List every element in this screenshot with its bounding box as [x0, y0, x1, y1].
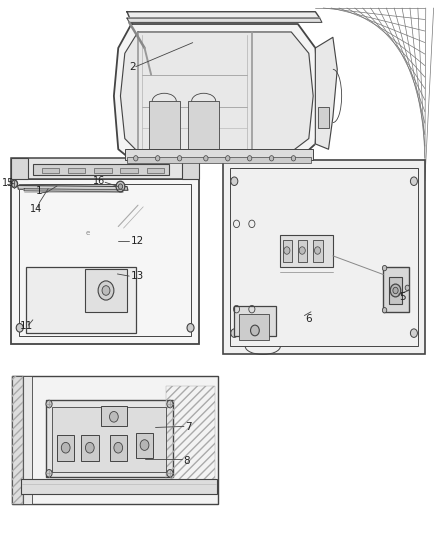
Bar: [11, 179, 199, 344]
Bar: [182, 158, 199, 179]
Bar: [383, 266, 409, 312]
Bar: [11, 158, 199, 179]
Text: 14: 14: [30, 205, 42, 214]
Bar: [68, 168, 85, 173]
Circle shape: [167, 470, 173, 477]
Circle shape: [167, 400, 173, 408]
Bar: [52, 407, 166, 472]
Circle shape: [269, 156, 274, 161]
Circle shape: [393, 287, 398, 294]
Circle shape: [187, 324, 194, 332]
Text: 1: 1: [36, 187, 42, 196]
Circle shape: [226, 156, 230, 161]
Circle shape: [98, 281, 114, 300]
Bar: [85, 269, 127, 312]
Bar: [12, 376, 23, 504]
Circle shape: [46, 400, 52, 408]
Circle shape: [110, 411, 118, 422]
Circle shape: [16, 324, 23, 332]
Circle shape: [410, 329, 417, 337]
Circle shape: [382, 265, 387, 271]
Text: 8: 8: [183, 456, 190, 465]
Bar: [12, 376, 218, 504]
Bar: [149, 101, 180, 149]
Circle shape: [177, 156, 182, 161]
Text: 15: 15: [2, 178, 14, 188]
Circle shape: [390, 284, 401, 297]
Polygon shape: [114, 24, 320, 160]
Bar: [389, 277, 402, 304]
Polygon shape: [120, 32, 313, 152]
Circle shape: [314, 247, 321, 254]
Polygon shape: [315, 37, 337, 149]
Text: 12: 12: [131, 236, 144, 246]
Bar: [21, 479, 217, 494]
Circle shape: [405, 285, 410, 290]
Circle shape: [251, 325, 259, 336]
Text: 2: 2: [129, 62, 136, 71]
Circle shape: [284, 247, 290, 254]
Circle shape: [116, 181, 125, 192]
Circle shape: [61, 442, 70, 453]
Circle shape: [155, 156, 160, 161]
Bar: [19, 184, 191, 336]
Circle shape: [134, 156, 138, 161]
Bar: [42, 168, 59, 173]
Bar: [125, 149, 313, 160]
Bar: [280, 235, 333, 266]
Circle shape: [299, 247, 305, 254]
Bar: [298, 240, 307, 262]
Text: 16: 16: [93, 176, 106, 186]
Bar: [57, 435, 74, 461]
Bar: [147, 168, 164, 173]
Circle shape: [291, 156, 296, 161]
Circle shape: [114, 442, 123, 453]
Bar: [318, 107, 328, 128]
Polygon shape: [127, 12, 320, 18]
Text: 11: 11: [20, 321, 33, 331]
Circle shape: [382, 308, 387, 313]
Bar: [26, 266, 136, 333]
Circle shape: [231, 329, 238, 337]
Circle shape: [118, 184, 123, 189]
Bar: [120, 168, 138, 173]
Text: e: e: [85, 230, 90, 236]
Circle shape: [46, 470, 52, 477]
Bar: [313, 240, 323, 262]
Bar: [230, 168, 418, 346]
Bar: [188, 101, 219, 149]
Bar: [94, 168, 112, 173]
Circle shape: [410, 177, 417, 185]
Polygon shape: [18, 185, 128, 190]
Text: 5: 5: [399, 293, 406, 302]
Bar: [23, 376, 32, 504]
Bar: [127, 157, 311, 163]
Bar: [234, 306, 276, 336]
Circle shape: [102, 286, 110, 295]
Text: 13: 13: [131, 271, 144, 281]
Bar: [136, 433, 153, 458]
Text: 6: 6: [305, 314, 311, 324]
Bar: [33, 164, 169, 175]
Bar: [239, 314, 269, 340]
Circle shape: [247, 156, 252, 161]
Bar: [110, 435, 127, 461]
Circle shape: [85, 442, 94, 453]
Bar: [12, 376, 23, 504]
Polygon shape: [24, 189, 123, 192]
Circle shape: [231, 177, 238, 185]
Circle shape: [204, 156, 208, 161]
Bar: [101, 406, 127, 426]
Bar: [223, 160, 425, 354]
Polygon shape: [127, 18, 322, 22]
Circle shape: [140, 440, 149, 450]
Circle shape: [11, 180, 18, 188]
Bar: [81, 435, 99, 461]
Bar: [46, 400, 173, 477]
Bar: [283, 240, 292, 262]
Bar: [166, 386, 215, 493]
Text: 7: 7: [185, 423, 192, 432]
Bar: [11, 158, 28, 179]
